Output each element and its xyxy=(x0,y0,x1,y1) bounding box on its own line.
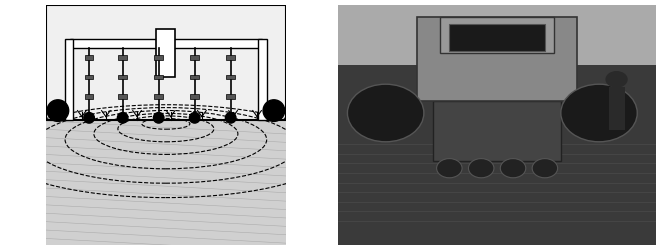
Bar xyxy=(226,94,235,98)
Bar xyxy=(226,56,235,60)
Circle shape xyxy=(153,112,164,123)
Circle shape xyxy=(117,112,128,123)
Circle shape xyxy=(84,112,94,123)
Bar xyxy=(85,94,93,98)
Circle shape xyxy=(437,158,462,178)
Bar xyxy=(119,56,127,60)
Bar xyxy=(190,74,199,80)
Bar xyxy=(190,56,199,60)
Bar xyxy=(119,94,127,98)
Circle shape xyxy=(263,100,284,122)
Bar xyxy=(338,65,656,245)
Bar xyxy=(154,94,163,98)
Bar xyxy=(119,74,127,80)
Bar xyxy=(154,56,163,60)
Bar xyxy=(338,5,656,65)
Circle shape xyxy=(190,112,200,123)
Circle shape xyxy=(47,100,69,122)
Bar xyxy=(434,101,561,161)
Bar xyxy=(190,94,199,98)
Bar xyxy=(450,24,545,50)
Bar xyxy=(65,38,74,120)
Bar xyxy=(156,29,176,77)
Circle shape xyxy=(605,71,628,88)
Bar xyxy=(70,38,262,48)
Bar xyxy=(609,86,625,130)
Circle shape xyxy=(501,158,526,178)
Bar xyxy=(154,74,163,80)
Circle shape xyxy=(561,84,637,142)
Bar xyxy=(259,38,267,120)
Circle shape xyxy=(469,158,494,178)
Bar xyxy=(46,120,286,245)
Bar xyxy=(440,17,554,53)
Circle shape xyxy=(532,158,558,178)
Bar xyxy=(85,56,93,60)
Bar xyxy=(418,17,577,101)
Bar xyxy=(226,74,235,80)
Circle shape xyxy=(225,112,236,123)
Circle shape xyxy=(347,84,424,142)
Bar xyxy=(85,74,93,80)
